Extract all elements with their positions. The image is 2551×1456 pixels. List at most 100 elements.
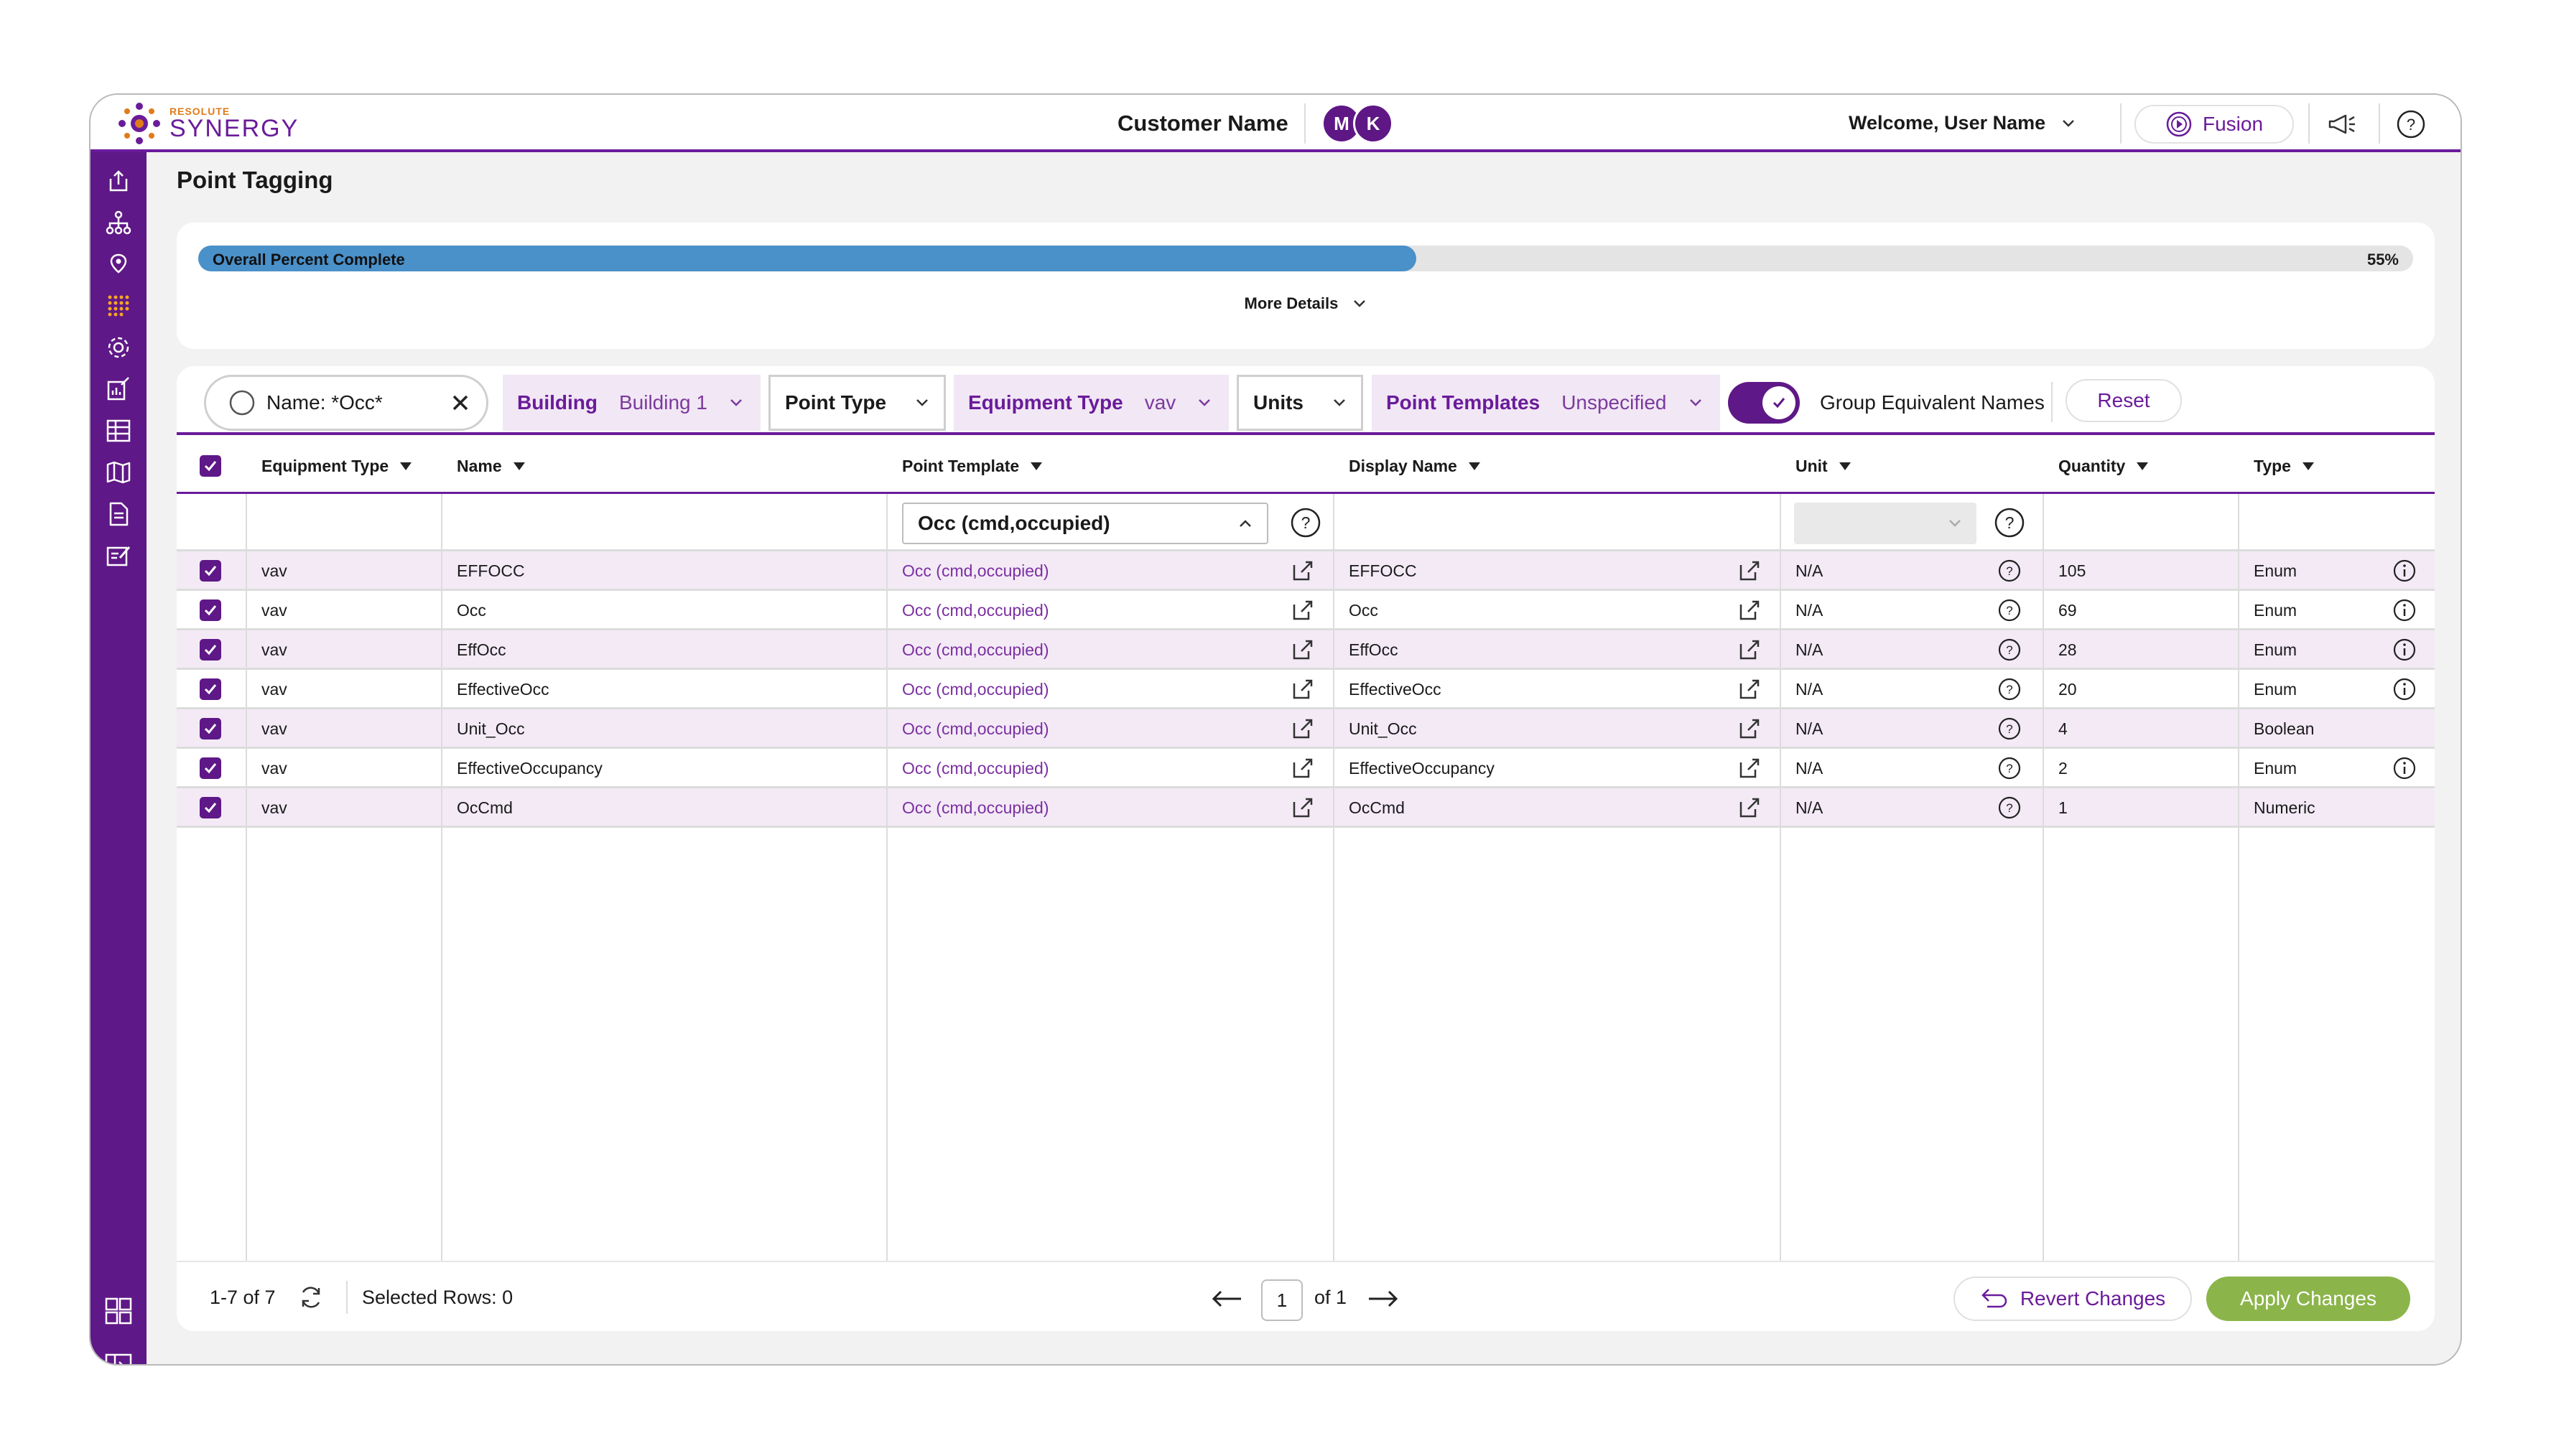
edit-icon[interactable] [1738, 757, 1761, 780]
revert-changes-button[interactable]: Revert Changes [1953, 1277, 2192, 1321]
row-checkbox[interactable] [200, 678, 221, 700]
sidebar-item-table[interactable] [104, 416, 133, 445]
help-icon[interactable]: ? [1998, 638, 2021, 661]
column-header-point-template[interactable]: Point Template [902, 457, 1043, 476]
sidebar-item-map[interactable] [104, 458, 133, 487]
document-icon [109, 502, 129, 526]
info-icon[interactable] [2393, 678, 2416, 701]
more-details-label: More Details [1244, 294, 1339, 312]
edit-icon[interactable] [1738, 678, 1761, 701]
group-equivalent-toggle[interactable] [1728, 382, 1800, 424]
sidebar-item-logout[interactable] [104, 1353, 133, 1364]
unit-select[interactable] [1794, 503, 1976, 544]
help-icon[interactable]: ? [1998, 678, 2021, 701]
equipment-type-filter[interactable]: Equipment Type vav [954, 375, 1230, 431]
edit-icon[interactable] [1291, 559, 1314, 582]
fusion-button[interactable]: Fusion [2134, 105, 2294, 144]
cell-point-template-link[interactable]: Occ (cmd,occupied) [902, 719, 1049, 738]
column-header-name[interactable]: Name [457, 457, 525, 476]
edit-icon[interactable] [1738, 599, 1761, 622]
info-icon[interactable] [2393, 559, 2416, 582]
help-icon[interactable]: ? [1998, 796, 2021, 819]
table-row[interactable]: vav OcCmd Occ (cmd,occupied) OcCmd N/A? 1 Nume… [177, 788, 2435, 828]
help-icon[interactable]: ? [1998, 757, 2021, 780]
point-template-select[interactable]: Occ (cmd,occupied) [902, 503, 1268, 544]
sidebar-item-upload[interactable] [104, 167, 133, 195]
edit-icon[interactable] [1291, 678, 1314, 701]
user-menu[interactable]: Welcome, User Name [1849, 112, 2076, 134]
avatar-group[interactable]: M K [1321, 103, 1393, 144]
help-icon[interactable]: ? [1290, 507, 1321, 538]
edit-icon[interactable] [1291, 757, 1314, 780]
column-header-label: Quantity [2058, 457, 2126, 475]
close-icon[interactable] [452, 394, 469, 411]
avatar[interactable]: K [1353, 103, 1393, 144]
edit-icon[interactable] [1738, 638, 1761, 661]
column-header-display-name[interactable]: Display Name [1349, 457, 1480, 476]
row-checkbox[interactable] [200, 560, 221, 582]
units-filter[interactable]: Units [1237, 375, 1363, 431]
point-type-filter[interactable]: Point Type [768, 375, 947, 431]
info-icon[interactable] [2393, 599, 2416, 622]
cell-point-template-link[interactable]: Occ (cmd,occupied) [902, 680, 1049, 699]
column-header-unit[interactable]: Unit [1795, 457, 1851, 476]
row-checkbox[interactable] [200, 599, 221, 621]
table-row[interactable]: vav EffOcc Occ (cmd,occupied) EffOcc N/A? 28 E… [177, 630, 2435, 670]
building-filter[interactable]: Building Building 1 [503, 375, 761, 431]
row-checkbox[interactable] [200, 718, 221, 739]
table-row[interactable]: vav Unit_Occ Occ (cmd,occupied) Unit_Occ N/A… [177, 709, 2435, 749]
announcements-button[interactable] [2325, 108, 2359, 141]
page-input[interactable]: 1 [1261, 1279, 1303, 1321]
edit-icon[interactable] [1738, 796, 1761, 819]
cell-point-template-link[interactable]: Occ (cmd,occupied) [902, 640, 1049, 659]
row-checkbox[interactable] [200, 797, 221, 818]
cell-point-template-link[interactable]: Occ (cmd,occupied) [902, 601, 1049, 620]
cell-point-template-link[interactable]: Occ (cmd,occupied) [902, 759, 1049, 778]
sidebar-item-map-pin[interactable] [104, 250, 133, 279]
cell-point-template-link[interactable]: Occ (cmd,occupied) [902, 798, 1049, 817]
sidebar-item-hierarchy[interactable] [104, 208, 133, 237]
apply-changes-button[interactable]: Apply Changes [2206, 1277, 2410, 1321]
edit-icon[interactable] [1291, 796, 1314, 819]
info-icon[interactable] [2393, 757, 2416, 780]
edit-icon[interactable] [1291, 717, 1314, 740]
sidebar-item-apps[interactable] [104, 1297, 133, 1325]
sidebar-item-point-tagging[interactable] [104, 291, 133, 320]
sidebar-item-document[interactable] [104, 500, 133, 528]
table-row[interactable]: vav EFFOCC Occ (cmd,occupied) EFFOCC N/A? 105… [177, 551, 2435, 591]
sidebar-item-edit-doc[interactable] [104, 541, 133, 570]
table-row[interactable]: vav Occ Occ (cmd,occupied) Occ N/A? 69 Enum [177, 591, 2435, 630]
column-divider [246, 494, 247, 1331]
edit-icon[interactable] [1291, 599, 1314, 622]
arrow-right-icon[interactable] [1367, 1289, 1399, 1308]
help-icon[interactable]: ? [1998, 599, 2021, 622]
row-checkbox[interactable] [200, 757, 221, 779]
building-filter-label: Building [517, 391, 598, 414]
help-button[interactable]: ? [2394, 108, 2427, 141]
row-checkbox[interactable] [200, 639, 221, 661]
search-filter[interactable]: Name: *Occ* [204, 375, 488, 431]
column-header-quantity[interactable]: Quantity [2058, 457, 2149, 476]
cell-point-template-link[interactable]: Occ (cmd,occupied) [902, 561, 1049, 580]
help-icon[interactable]: ? [1998, 717, 2021, 740]
column-header-equipment-type[interactable]: Equipment Type [261, 457, 412, 476]
more-details-toggle[interactable]: More Details [177, 294, 2435, 313]
arrow-left-icon[interactable] [1211, 1289, 1242, 1308]
table-row[interactable]: vav EffectiveOcc Occ (cmd,occupied) Effecti… [177, 670, 2435, 709]
check-icon [204, 461, 217, 472]
sidebar-item-settings[interactable] [104, 333, 133, 362]
column-header-type[interactable]: Type [2254, 457, 2314, 476]
edit-icon[interactable] [1738, 559, 1761, 582]
sidebar-item-reports[interactable] [104, 375, 133, 403]
edit-icon[interactable] [1291, 638, 1314, 661]
select-all-checkbox[interactable] [200, 455, 221, 477]
table-row[interactable]: vav EffectiveOccupancy Occ (cmd,occupied) E… [177, 749, 2435, 788]
info-icon[interactable] [2393, 638, 2416, 661]
reset-button[interactable]: Reset [2066, 379, 2182, 422]
help-icon[interactable]: ? [1998, 559, 2021, 582]
help-icon[interactable]: ? [1994, 507, 2025, 538]
point-templates-filter[interactable]: Point Templates Unspecified [1372, 375, 1720, 431]
logo[interactable]: RESOLUTE SYNERGY [116, 101, 299, 146]
refresh-icon[interactable] [297, 1284, 325, 1311]
edit-icon[interactable] [1738, 717, 1761, 740]
